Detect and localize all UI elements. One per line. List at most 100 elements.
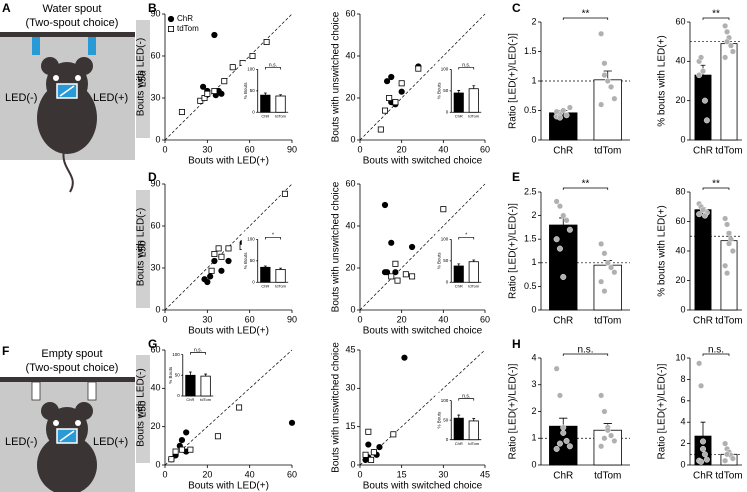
significance-bracket — [702, 17, 730, 20]
data-point — [229, 64, 236, 71]
y-tick-label: 60 — [345, 178, 355, 188]
x-tick-label: 90 — [287, 144, 297, 154]
legend-label: ChR — [177, 14, 193, 23]
data-point — [362, 451, 369, 458]
y-tick-label: 0 — [680, 134, 685, 144]
x-tick-label: tdTom — [594, 316, 621, 327]
data-point — [729, 247, 736, 254]
data-point — [598, 101, 605, 108]
significance-label: n.s. — [462, 393, 470, 399]
y-axis-label: Bouts with unswitched choice — [331, 181, 342, 312]
data-point — [598, 30, 605, 37]
data-point — [386, 95, 393, 102]
data-point — [556, 440, 563, 447]
y-tick-label: 1.5 — [524, 46, 537, 56]
x-tick-label: 90 — [287, 314, 297, 324]
y-tick-label: 0 — [531, 304, 536, 314]
significance-bracket — [562, 187, 609, 190]
data-point — [390, 431, 397, 438]
y-tick-label: 2 — [531, 406, 536, 416]
x-tick-label: 60 — [480, 314, 490, 324]
data-point — [187, 446, 194, 453]
y-tick-label: 3 — [531, 379, 536, 389]
x-tick-label: tdTom — [594, 471, 621, 482]
x-tick-label: 60 — [245, 144, 255, 154]
bar — [694, 209, 712, 311]
wall — [0, 32, 135, 37]
y-tick-label: 0 — [531, 459, 536, 469]
y-tick-label: 60 — [150, 220, 160, 230]
data-point — [172, 448, 179, 455]
data-point — [560, 273, 567, 280]
error-bar — [204, 373, 208, 377]
y-axis-label: Bouts with unswitched choice — [331, 11, 342, 142]
row-bar — [136, 20, 150, 138]
y-tick-label: 100 — [441, 67, 449, 72]
y-axis-label: Ratio [LED(+)/LED(-)] — [508, 33, 519, 129]
y-tick-label: 100 — [441, 237, 449, 242]
data-point — [263, 39, 270, 46]
x-tick-label: tdTom — [468, 283, 480, 288]
y-tick-label: 0.5 — [524, 105, 537, 115]
bar — [260, 94, 271, 113]
data-point — [601, 408, 608, 415]
data-point — [365, 428, 372, 435]
data-point — [553, 236, 560, 243]
data-point — [722, 262, 729, 269]
y-tick-label: 0 — [350, 459, 355, 469]
error-bar — [472, 85, 476, 89]
row-label: L5b — [138, 400, 149, 417]
identity-line — [359, 183, 486, 311]
bar — [549, 112, 578, 141]
data-point — [611, 95, 618, 102]
data-point — [370, 449, 377, 456]
data-point — [566, 443, 573, 450]
data-point — [388, 239, 395, 246]
data-point — [376, 444, 383, 451]
x-tick-label: 0 — [357, 469, 362, 479]
data-point — [225, 245, 232, 252]
data-point — [700, 445, 707, 452]
data-point — [724, 28, 731, 35]
y-tick-label: 60 — [150, 50, 160, 60]
significance-bracket — [702, 187, 730, 190]
data-point — [388, 73, 395, 81]
bar — [275, 95, 286, 113]
data-point — [178, 446, 185, 453]
error-bar — [472, 259, 476, 262]
y-axis-label: % bouts with LED(+) — [657, 35, 668, 126]
led-label: LED(+) — [93, 436, 128, 448]
data-point — [362, 456, 369, 463]
y-axis-label: Ratio [LED(+)/LED(-)] — [508, 203, 519, 299]
x-tick-label: 20 — [202, 469, 212, 479]
y-tick-label: 4 — [531, 352, 536, 362]
y-tick-label: 20 — [345, 92, 355, 102]
bar — [200, 375, 211, 397]
data-point — [211, 250, 218, 257]
data-point — [211, 31, 218, 39]
data-point — [722, 457, 729, 464]
x-tick-label: tdTom — [200, 397, 212, 402]
data-point — [698, 382, 705, 389]
y-tick-label: 100 — [172, 352, 180, 357]
x-tick-label: 0 — [162, 469, 167, 479]
y-tick-label: 50 — [443, 258, 449, 263]
y-tick-label: 1 — [531, 75, 536, 85]
data-point — [563, 437, 570, 444]
spout — [32, 37, 40, 55]
data-point — [401, 354, 408, 361]
data-point — [703, 117, 710, 124]
data-point — [729, 455, 736, 462]
error-bar — [263, 92, 267, 96]
data-point — [598, 443, 605, 450]
panel-label: F — [2, 344, 9, 358]
y-tick-label: 2 — [680, 438, 685, 448]
data-point — [394, 277, 401, 284]
y-tick-label: 8 — [680, 374, 685, 384]
significance-label: n.s. — [269, 62, 277, 68]
y-tick-label: 0 — [252, 109, 255, 114]
data-point — [601, 288, 608, 295]
panel-label: E — [512, 170, 520, 184]
row-label: L5b — [138, 240, 149, 257]
data-point — [698, 54, 705, 61]
